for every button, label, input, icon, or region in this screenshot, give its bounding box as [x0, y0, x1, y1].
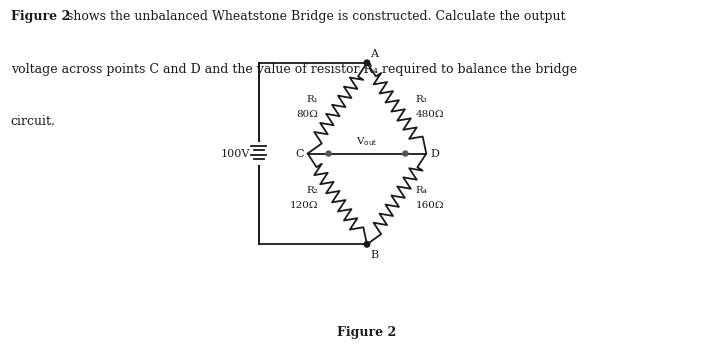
Text: R₄: R₄ — [416, 186, 428, 195]
Text: Figure 2: Figure 2 — [337, 326, 396, 339]
Text: B: B — [371, 250, 379, 260]
Text: circuit.: circuit. — [11, 115, 56, 128]
Text: 100V: 100V — [221, 149, 250, 158]
Text: R₂: R₂ — [307, 186, 318, 195]
Text: Figure 2: Figure 2 — [11, 10, 70, 23]
Text: C: C — [295, 149, 304, 158]
Circle shape — [403, 151, 408, 156]
Text: V$_{\rm out}$: V$_{\rm out}$ — [356, 135, 378, 148]
Circle shape — [364, 242, 370, 247]
Circle shape — [326, 151, 331, 156]
Text: R₃: R₃ — [416, 95, 428, 104]
Text: shows the unbalanced Wheatstone Bridge is constructed. Calculate the output: shows the unbalanced Wheatstone Bridge i… — [63, 10, 565, 23]
Text: voltage across points C and D and the value of resistor R₄ required to balance t: voltage across points C and D and the va… — [11, 63, 577, 76]
Text: 160Ω: 160Ω — [416, 201, 444, 210]
Text: 120Ω: 120Ω — [289, 201, 318, 210]
Circle shape — [364, 60, 370, 66]
Text: 480Ω: 480Ω — [416, 110, 444, 119]
Text: 80Ω: 80Ω — [296, 110, 318, 119]
Text: R₁: R₁ — [307, 95, 318, 104]
Text: A: A — [371, 49, 379, 59]
Text: D: D — [431, 149, 439, 158]
